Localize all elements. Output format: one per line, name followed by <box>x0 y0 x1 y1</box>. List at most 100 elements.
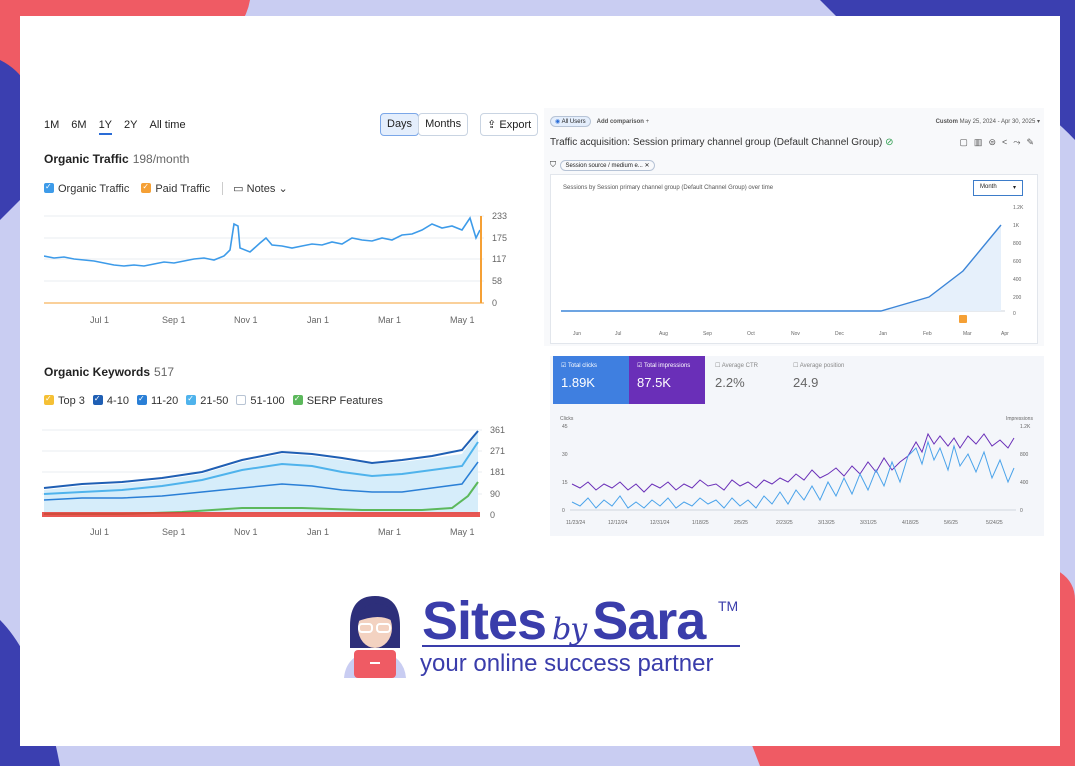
export-button[interactable]: ⇪ Export <box>480 113 539 136</box>
x-tick: 2/5/25 <box>734 520 748 526</box>
period-select[interactable]: Month ▾ <box>973 180 1023 196</box>
brand-underline <box>422 645 740 647</box>
left-tick: 15 <box>562 480 568 486</box>
x-tick: Nov 1 <box>234 315 258 325</box>
chevron-down-icon: ▾ <box>1012 185 1016 191</box>
insights-icon[interactable]: ⊜ <box>988 137 1002 147</box>
metric-total-impressions[interactable]: ☑ Total impressions 87.5K <box>629 356 705 404</box>
legend-4-10[interactable]: 4-10 <box>92 394 129 407</box>
chevron-down-icon: ▾ <box>1036 119 1040 125</box>
x-tick: Jan 1 <box>307 527 329 537</box>
days-button[interactable]: Days <box>380 113 420 136</box>
range-1y[interactable]: 1Y <box>98 119 113 135</box>
legend-top3[interactable]: Top 3 <box>44 394 85 407</box>
keywords-line-51-100 <box>43 430 479 489</box>
metric-total-clicks[interactable]: ☑ Total clicks 1.89K <box>553 356 629 404</box>
export-icon: ⇪ <box>487 119 497 131</box>
filter-chip[interactable]: Session source / medium e... ✕ <box>560 160 655 171</box>
notes-label: Notes <box>246 183 276 195</box>
x-tick: 12/12/24 <box>608 520 628 526</box>
checkbox-icon <box>186 394 197 405</box>
organic-keywords-chart: 361 271 181 90 0 Jul 1 Sep 1 Nov 1 Jan 1… <box>42 425 505 537</box>
keywords-line-21-50 <box>43 441 479 495</box>
export-label: Export <box>499 119 532 131</box>
x-tick: Jan 1 <box>307 315 329 325</box>
legend-label: 4-10 <box>106 395 129 407</box>
x-tick: 3/31/25 <box>860 520 877 526</box>
comment-icon: ▭ <box>233 183 244 195</box>
sites-by-sara-logo: Sites by Sara TM your online success partn… <box>340 590 760 680</box>
comment-icon[interactable]: ▢ <box>959 137 974 147</box>
legend-label: SERP Features <box>306 395 383 407</box>
metric-value: 87.5K <box>637 375 671 390</box>
brand-name: Sites by Sara <box>422 590 706 652</box>
organic-traffic-meta: 198/month <box>132 152 190 166</box>
metric-label: Average CTR <box>721 363 758 369</box>
organic-keywords-title: Organic Keywords 517 <box>44 365 174 379</box>
y-tick: 58 <box>492 276 502 286</box>
x-tick: Sep 1 <box>162 527 186 537</box>
legend-label: 11-20 <box>150 395 179 407</box>
months-button[interactable]: Months <box>418 113 469 136</box>
y-tick: 117 <box>492 254 506 264</box>
all-users-label: All Users <box>561 119 586 125</box>
x-tick: Dec <box>835 331 844 337</box>
metric-average-ctr[interactable]: ☐ Average CTR 2.2% <box>707 356 783 404</box>
gsc-performance-chart: Clicks Impressions 45 30 15 0 1.2K 800 4… <box>560 416 1033 526</box>
annotation-marker[interactable] <box>959 315 967 323</box>
range-2y[interactable]: 2Y <box>124 119 138 131</box>
metric-label: Average position <box>799 363 845 369</box>
all-users-chip[interactable]: ◉ All Users <box>550 116 591 127</box>
ga-chart-title: Sessions by Session primary channel grou… <box>563 185 774 191</box>
x-tick: Jul 1 <box>90 527 109 537</box>
metric-label: Total impressions <box>643 363 691 369</box>
y-tick: 600 <box>1013 259 1022 265</box>
legend-label: Paid Traffic <box>155 182 211 195</box>
x-tick: 11/23/24 <box>566 520 585 526</box>
compare-icon[interactable]: ▥ <box>973 137 989 147</box>
y-tick: 0 <box>490 510 495 520</box>
metric-average-position[interactable]: ☐ Average position 24.9 <box>785 356 861 404</box>
x-tick: 5/24/25 <box>986 520 1003 526</box>
brand-part-sites: Sites <box>422 591 547 651</box>
legend-paid-traffic[interactable]: Paid Traffic <box>141 182 211 195</box>
edit-icon[interactable]: ✎ <box>1026 137 1040 147</box>
date-range[interactable]: Custom May 25, 2024 - Apr 30, 2025 ▾ <box>936 118 1040 125</box>
chevron-down-icon: ⌄ <box>278 183 288 195</box>
y-tick: 181 <box>490 467 505 477</box>
x-tick: Mar 1 <box>378 527 401 537</box>
range-6m[interactable]: 6M <box>71 119 87 131</box>
notes-dropdown[interactable]: ▭ Notes ⌄ <box>222 182 288 195</box>
legend-51-100[interactable]: 51-100 <box>236 395 285 407</box>
left-tick: 0 <box>562 508 565 514</box>
legend-organic-traffic[interactable]: Organic Traffic <box>44 182 129 195</box>
legend-21-50[interactable]: 21-50 <box>186 394 228 407</box>
ga-filter: ⛉ Session source / medium e... ✕ <box>550 154 655 172</box>
legend-11-20[interactable]: 11-20 <box>136 394 179 407</box>
x-tick: Mar <box>963 331 972 337</box>
y-tick: 361 <box>490 425 505 435</box>
x-tick: Sep <box>703 331 712 337</box>
x-tick: Nov 1 <box>234 527 258 537</box>
legend-serp-features[interactable]: SERP Features <box>292 394 383 407</box>
organic-keywords-meta: 517 <box>154 365 175 379</box>
metric-value: 1.89K <box>561 375 595 390</box>
share-icon[interactable]: < <box>1001 137 1014 147</box>
x-tick: Jul <box>615 331 621 337</box>
ga-sessions-chart: 1.2K 1K 800 600 400 200 0 Jun Jul Aug Se… <box>561 205 1024 337</box>
range-all-time[interactable]: All time <box>149 119 186 131</box>
y-tick: 200 <box>1013 295 1022 301</box>
x-tick: Oct <box>747 331 755 337</box>
trend-icon[interactable]: ⤳ <box>1013 137 1027 147</box>
checkbox-icon <box>292 394 303 405</box>
gsc-performance-panel: ☑ Total clicks 1.89K ☑ Total impressions… <box>550 356 1044 536</box>
avatar-icon <box>344 596 406 678</box>
ga-title-text: Traffic acquisition: Session primary cha… <box>550 137 883 148</box>
close-icon[interactable]: ✕ <box>644 163 650 169</box>
add-comparison-button[interactable]: Add comparison + <box>597 119 650 125</box>
x-tick: Aug <box>659 331 668 337</box>
brand-tagline: your online success partner <box>420 650 714 677</box>
y-tick: 1K <box>1013 223 1020 229</box>
range-1m[interactable]: 1M <box>44 119 60 131</box>
period-select-value: Month <box>980 184 997 190</box>
